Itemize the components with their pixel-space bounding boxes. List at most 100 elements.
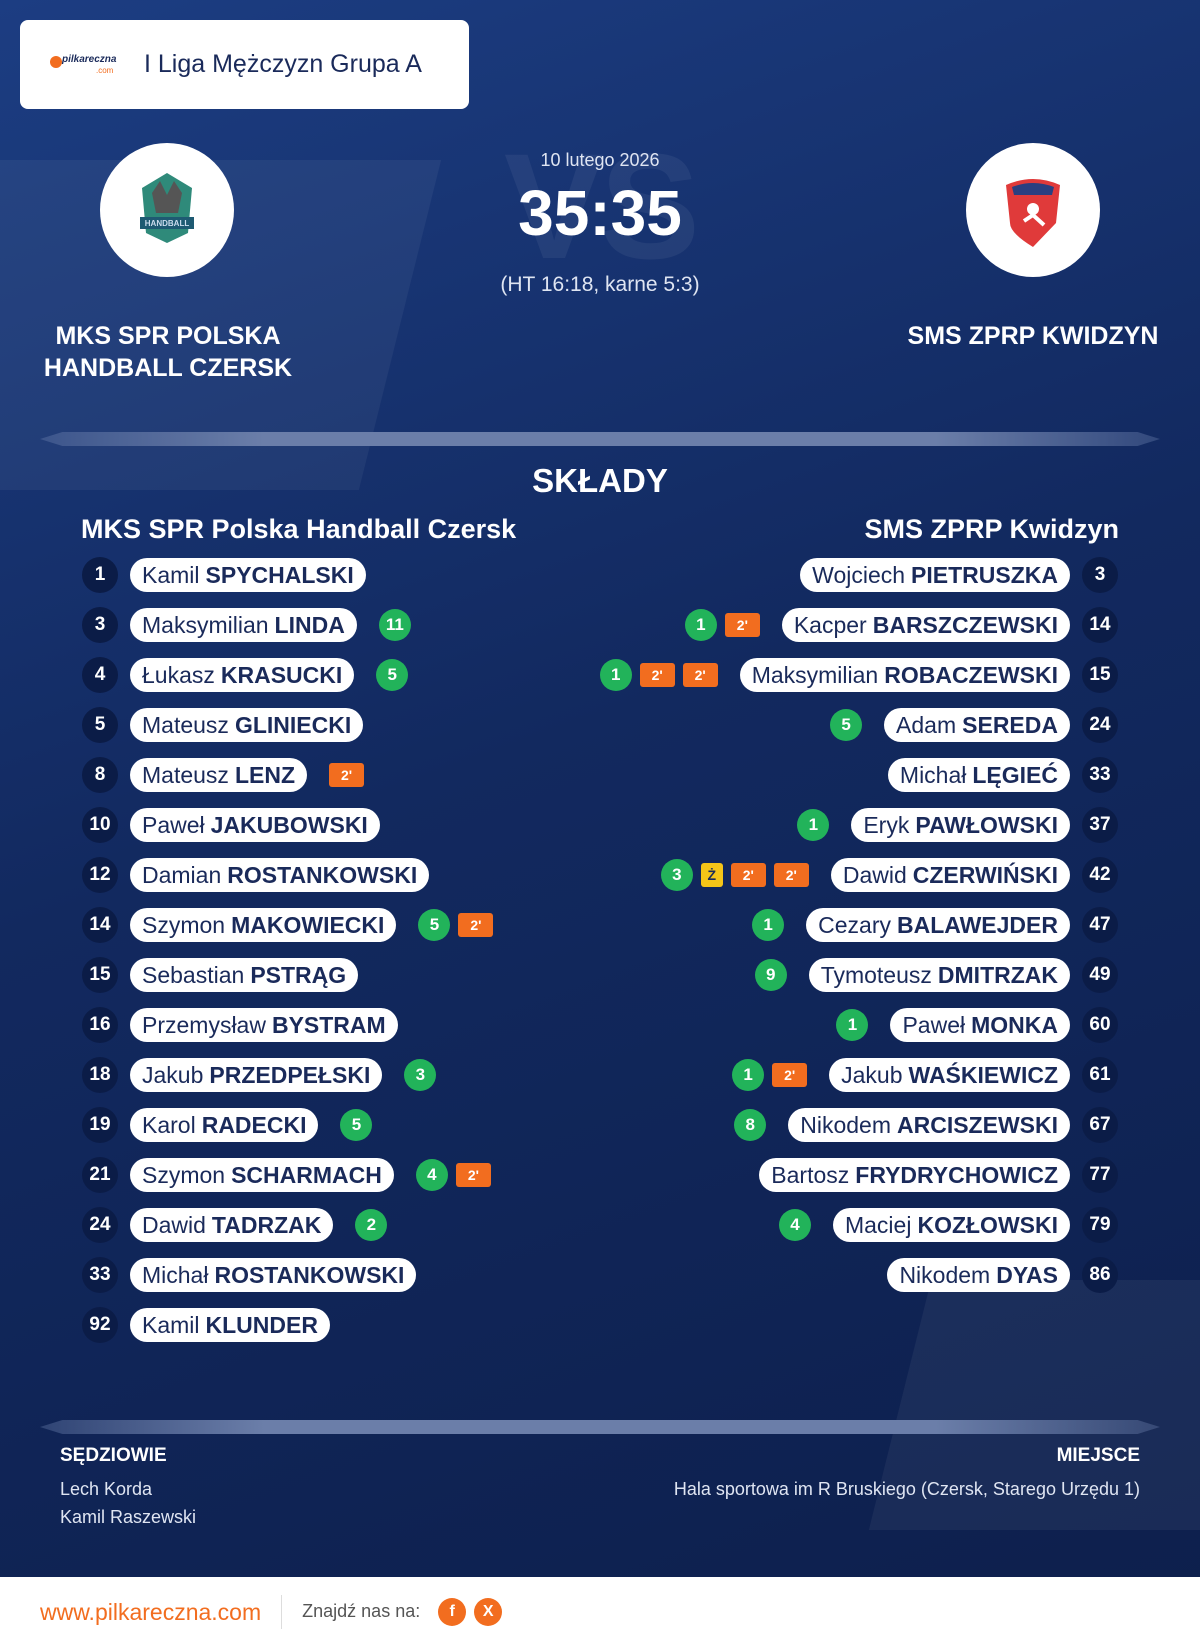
player-row: 49 Tymoteusz DMITRZAK 9 [745,957,1118,993]
last-name: ROBACZEWSKI [884,661,1058,688]
player-row: 14 Kacper BARSZCZEWSKI 1 2' [675,607,1118,643]
player-name: Tymoteusz DMITRZAK [808,958,1070,992]
goals: 1 [797,809,830,841]
player-badges: 2 [355,1209,388,1241]
player-name: Karol RADECKI [130,1108,319,1142]
shirt-number: 60 [1082,1007,1118,1043]
player-name: Paweł MONKA [890,1008,1070,1042]
shirt-number: 18 [82,1057,118,1093]
last-name: PAWŁOWSKI [915,811,1058,838]
player-badges: 1 [797,809,830,841]
referees: SĘDZIOWIE Lech Korda Kamil Raszewski [60,1445,196,1531]
goals: 1 [752,909,785,941]
goals: 2 [355,1209,388,1241]
shirt-number: 24 [82,1207,118,1243]
player-badges: 2' [329,763,364,787]
shirt-number: 79 [1082,1207,1118,1243]
first-name: Jakub [142,1061,204,1088]
last-name: DYAS [996,1261,1058,1288]
goals: 5 [340,1109,373,1141]
player-name: Nikodem DYAS [887,1258,1070,1292]
last-name: MAKOWIECKI [231,911,385,938]
shirt-number: 1 [82,557,118,593]
player-badges: 1 2' [684,609,760,641]
social-x[interactable]: X [474,1597,503,1626]
first-name: Nikodem [899,1261,991,1288]
first-name: Michał [899,761,967,788]
player-row: 77 Bartosz FRYDRYCHOWICZ [759,1157,1118,1193]
goals: 5 [830,709,863,741]
home-team-title: MKS SPR Polska Handball Czersk [81,514,517,544]
last-name: MONKA [971,1011,1058,1038]
player-row: 21 Szymon SCHARMACH 4 2' [82,1157,501,1193]
first-name: Wojciech [812,561,906,588]
website[interactable]: www.pilkareczna.com [40,1594,283,1629]
away-team-title: SMS ZPRP Kwidzyn [864,514,1119,544]
first-name: Eryk [863,811,910,838]
last-name: SCHARMACH [231,1161,382,1188]
venue: MIEJSCE Hala sportowa im R Bruskiego (Cz… [674,1445,1140,1503]
shirt-number: 67 [1082,1107,1118,1143]
shirt-number: 19 [82,1107,118,1143]
first-name: Kamil [142,1311,200,1338]
first-name: Mateusz [142,711,229,738]
player-badges: 11 [378,609,411,641]
player-name: Cezary BALAWEJDER [806,908,1070,942]
social-facebook[interactable]: f [438,1597,467,1626]
away-crest [1006,179,1060,247]
first-name: Kacper [793,611,867,638]
player-row: 67 Nikodem ARCISZEWSKI 8 [724,1107,1118,1143]
event: 2' [724,613,760,637]
player-name: Paweł JAKUBOWSKI [130,808,380,842]
player-row: 19 Karol RADECKI 5 [82,1107,382,1143]
shirt-number: 42 [1082,857,1118,893]
goals: 11 [378,609,411,641]
player-name: Maksymilian LINDA [130,608,357,642]
goals: 3 [404,1059,437,1091]
referee: Lech Korda [60,1479,153,1499]
player-badges: 5 [830,709,863,741]
player-name: Wojciech PIETRUSZKA [800,558,1070,592]
player-row: 42 Dawid CZERWIŃSKI 3 Ż 2' 2' [651,857,1118,893]
player-name: Nikodem ARCISZEWSKI [788,1108,1070,1142]
shirt-number: 92 [82,1307,118,1343]
player-name: Adam SEREDA [884,708,1070,742]
shirt-number: 3 [82,607,118,643]
shirt-number: 33 [1082,757,1118,793]
goals: 3 [660,859,693,891]
goals: 1 [599,659,632,691]
shirt-number: 37 [1082,807,1118,843]
first-name: Damian [142,861,222,888]
goals: 8 [734,1109,767,1141]
player-badges: 5 2' [418,909,494,941]
event: 2' [455,1163,491,1187]
player-row: 15 Sebastian PSTRĄG [82,957,359,993]
shirt-number: 49 [1082,957,1118,993]
first-name: Paweł [902,1011,966,1038]
event: 2' [772,1063,808,1087]
player-row: 79 Maciej KOZŁOWSKI 4 [769,1207,1118,1243]
player-row: 10 Paweł JAKUBOWSKI [82,807,380,843]
event: 2' [329,763,364,787]
player-badges: 1 [752,909,785,941]
referees-title: SĘDZIOWIE [60,1445,167,1466]
first-name: Cezary [818,911,891,938]
player-row: 92 Kamil KLUNDER [82,1307,330,1343]
referee: Kamil Raszewski [60,1507,197,1527]
player-name: Michał ROSTANKOWSKI [130,1258,417,1292]
footer: www.pilkareczna.com Znajdź nas na: f X [0,1577,1200,1646]
player-badges: 4 2' [415,1159,491,1191]
player-badges: 5 [340,1109,373,1141]
event: 2' [458,913,494,937]
player-badges: 8 [734,1109,767,1141]
last-name: SEREDA [962,711,1058,738]
event: 2' [639,663,675,687]
first-name: Karol [142,1111,196,1138]
shirt-number: 24 [1082,707,1118,743]
player-row: 12 Damian ROSTANKOWSKI [82,857,430,893]
player-name: Mateusz GLINIECKI [130,708,364,742]
divider [40,1420,1160,1434]
player-name: Bartosz FRYDRYCHOWICZ [759,1158,1070,1192]
last-name: BYSTRAM [271,1011,386,1038]
player-name: Damian ROSTANKOWSKI [130,858,430,892]
